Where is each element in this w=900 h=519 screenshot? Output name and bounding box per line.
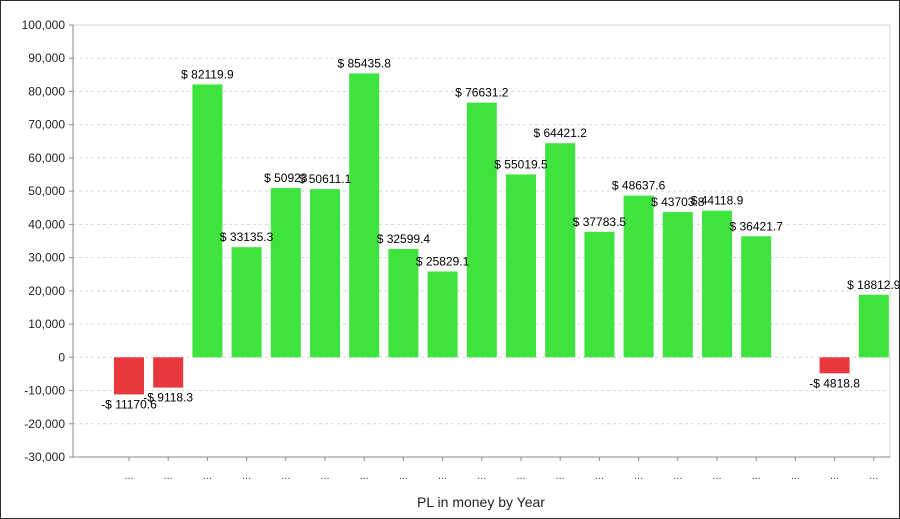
bar-value-label: $ 50611.1: [299, 172, 352, 186]
bar: [741, 236, 772, 358]
bar-value-label: $ 76631.2: [455, 86, 509, 100]
x-tick-label: ...: [516, 470, 525, 482]
bars: [114, 73, 889, 395]
x-tick-label: ...: [752, 470, 761, 482]
bar-value-label: $ 43703.8: [651, 195, 705, 209]
bar-value-label: $ 50923: [264, 171, 308, 185]
y-tick-label: -20,000: [24, 417, 65, 431]
x-tick-label: ...: [320, 470, 329, 482]
x-tick-label: ...: [673, 470, 682, 482]
x-tick-label: ...: [281, 470, 290, 482]
y-tick-label: 90,000: [28, 51, 65, 65]
bar: [506, 174, 536, 358]
y-tick-label: 80,000: [28, 84, 65, 98]
y-tick-label: 10,000: [28, 317, 65, 331]
bar: [427, 271, 458, 358]
x-tick-label: ...: [595, 470, 604, 482]
x-tick-label: ...: [556, 470, 565, 482]
bar-value-label: -$ 11170.6: [101, 397, 157, 411]
y-tick-label: 30,000: [28, 251, 65, 265]
bar: [114, 357, 144, 395]
bar-value-label: $ 18812.9: [847, 278, 899, 292]
bar: [388, 248, 419, 358]
bar: [858, 294, 889, 358]
bar-value-label: $ 37783.5: [573, 215, 627, 229]
bar-value-label: $ 25829.1: [416, 254, 470, 268]
x-tick-label: ...: [360, 470, 369, 482]
y-tick-label: 40,000: [28, 217, 65, 231]
x-tick-label: ...: [477, 470, 486, 482]
data-labels: -$ 11170.6-$ 9118.3 $ 82119.9 $ 33135.3 $ 5…: [101, 56, 899, 411]
bar: [584, 231, 615, 358]
bar-value-label: $ 44118.9: [691, 194, 744, 208]
x-tick-label: ...: [242, 470, 251, 482]
bar-value-label: $ 82119.9: [181, 67, 234, 81]
bar-value-label: $ 64421.2: [534, 126, 588, 140]
bar: [545, 143, 576, 358]
y-tick-label: -10,000: [24, 384, 65, 398]
y-tick-label: 20,000: [28, 284, 65, 298]
x-tick-label: ...: [869, 470, 878, 482]
bar-value-label: $ 85435.8: [338, 56, 392, 70]
bar: [819, 357, 850, 374]
x-tick-label: ...: [712, 470, 721, 482]
x-tick-label: ...: [203, 470, 212, 482]
bar-value-label: $ 33135.3: [220, 230, 274, 244]
x-tick-label: ...: [124, 470, 133, 482]
bar: [153, 357, 184, 388]
y-tick-label: 100,000: [22, 18, 66, 32]
bar: [349, 73, 380, 358]
bar: [466, 102, 497, 358]
bar: [662, 212, 693, 358]
y-tick-label: 0: [58, 350, 65, 364]
y-tick-label: 50,000: [28, 184, 65, 198]
bar-value-label: $ 36421.7: [730, 219, 784, 233]
bar: [231, 247, 262, 358]
bar: [310, 189, 340, 358]
bar-value-label: $ 32599.4: [377, 232, 431, 246]
y-tick-label: 60,000: [28, 151, 65, 165]
bar-value-label: $ 55019.5: [494, 157, 548, 171]
x-tick-label: ...: [791, 470, 800, 482]
x-tick-label: ...: [634, 470, 643, 482]
x-tick-label: ...: [830, 470, 839, 482]
y-axis: -30,000 -20,000 -10,000 0 10,000 20,000 30,000…: [22, 18, 74, 464]
x-tick-label: ...: [438, 470, 447, 482]
bar: [270, 188, 301, 358]
x-tick-label: ...: [399, 470, 408, 482]
x-axis-label: PL in money by Year: [417, 494, 545, 510]
x-tick-label: ...: [164, 470, 173, 482]
bar: [702, 210, 732, 358]
bar-value-label: -$ 4818.8: [809, 376, 860, 390]
bar-value-label: $ 48637.6: [612, 179, 666, 193]
x-axis: ........................................…: [73, 456, 890, 482]
bar: [192, 84, 223, 358]
bar-value-label: -$ 9118.3: [143, 391, 193, 405]
y-tick-label: 70,000: [28, 118, 65, 132]
bar: [623, 195, 654, 358]
y-tick-label: -30,000: [24, 450, 65, 464]
